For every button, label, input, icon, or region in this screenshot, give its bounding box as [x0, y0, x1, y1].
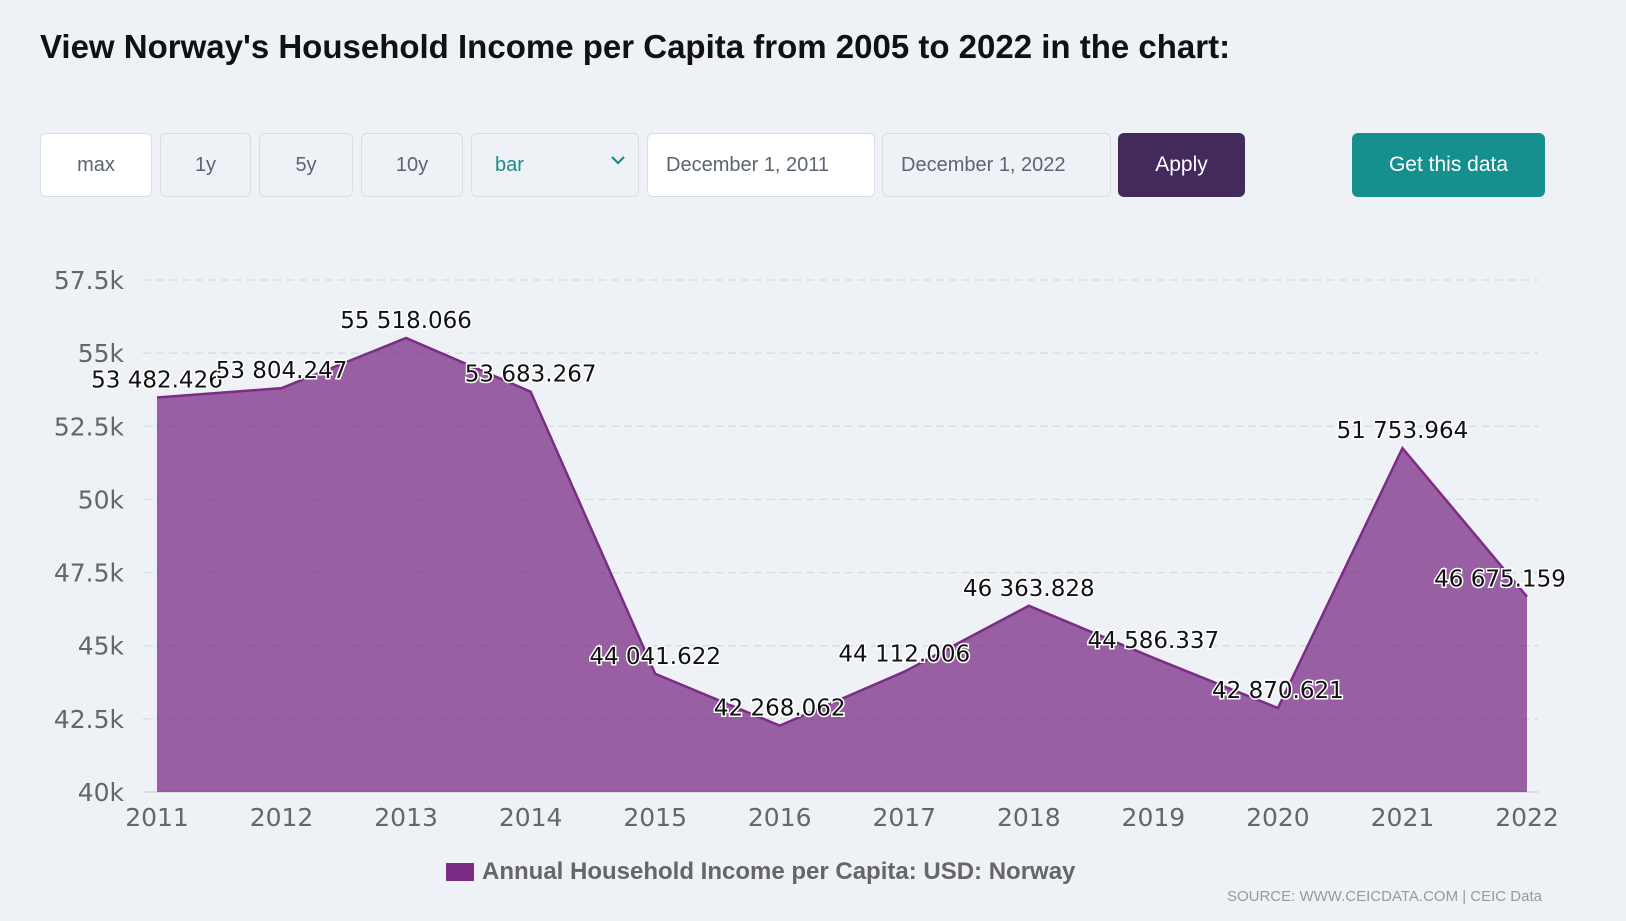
x-tick-label: 2011: [125, 803, 189, 832]
y-tick-label: 55k: [78, 339, 125, 368]
data-label: 51 753.964: [1337, 418, 1469, 444]
legend-swatch: [446, 863, 474, 881]
y-tick-label: 42.5k: [54, 705, 125, 734]
y-axis-ticks: 40k 42.5k 45k 47.5k 50k 52.5k 55k 57.5k: [54, 266, 125, 807]
x-tick-label: 2017: [872, 803, 936, 832]
data-label: 44 112.006: [838, 642, 970, 668]
series-area: [156, 336, 1528, 792]
y-tick-label: 57.5k: [54, 266, 125, 295]
chevron-down-icon: [611, 156, 625, 165]
data-label: 44 586.337: [1088, 628, 1220, 654]
chart-type-value: bar: [495, 153, 524, 176]
x-tick-label: 2018: [997, 803, 1061, 832]
data-label: 53 482.426: [91, 368, 223, 394]
x-tick-label: 2015: [623, 803, 687, 832]
page-title: View Norway's Household Income per Capit…: [40, 28, 1231, 65]
apply-button[interactable]: Apply: [1118, 133, 1245, 197]
x-tick-label: 2013: [374, 803, 438, 832]
y-tick-label: 50k: [78, 485, 125, 514]
legend-label: Annual Household Income per Capita: USD:…: [482, 858, 1076, 885]
x-tick-label: 2021: [1371, 803, 1435, 832]
y-tick-label: 47.5k: [54, 559, 125, 588]
series-line: [156, 336, 1528, 728]
data-label: 55 518.066: [340, 308, 472, 334]
range-1y-button[interactable]: 1y: [160, 133, 251, 197]
range-max-button[interactable]: max: [40, 133, 152, 197]
x-tick-label: 2022: [1495, 803, 1559, 832]
data-label: 42 268.062: [714, 696, 846, 722]
range-10y-button[interactable]: 10y: [361, 133, 463, 197]
data-label: 53 683.267: [465, 362, 597, 388]
data-label: 53 804.247: [216, 358, 348, 384]
get-data-button[interactable]: Get this data: [1352, 133, 1545, 197]
x-tick-label: 2014: [499, 803, 563, 832]
data-label: 42 870.621: [1212, 678, 1344, 704]
data-label: 44 041.622: [589, 644, 721, 670]
y-tick-label: 45k: [78, 632, 125, 661]
x-tick-label: 2016: [748, 803, 812, 832]
chart-type-select[interactable]: bar: [471, 133, 639, 197]
start-date-input[interactable]: December 1, 2011: [647, 133, 875, 197]
y-tick-label: 40k: [78, 778, 125, 807]
data-label: 46 363.828: [963, 576, 1095, 602]
chart-legend[interactable]: Annual Household Income per Capita: USD:…: [446, 858, 1075, 886]
x-axis-ticks: 2011 2012 2013 2014 2015 2016 2017 2018 2019 2020…: [125, 803, 1559, 832]
x-tick-label: 2012: [250, 803, 314, 832]
x-tick-label: 2020: [1246, 803, 1310, 832]
x-tick-label: 2019: [1122, 803, 1186, 832]
data-label: 46 675.159: [1434, 567, 1566, 593]
source-credit: SOURCE: WWW.CEICDATA.COM | CEIC Data: [1226, 888, 1542, 905]
series-area-fill: [157, 337, 1527, 792]
y-tick-label: 52.5k: [54, 412, 125, 441]
range-5y-button[interactable]: 5y: [259, 133, 353, 197]
end-date-input[interactable]: December 1, 2022: [882, 133, 1111, 197]
